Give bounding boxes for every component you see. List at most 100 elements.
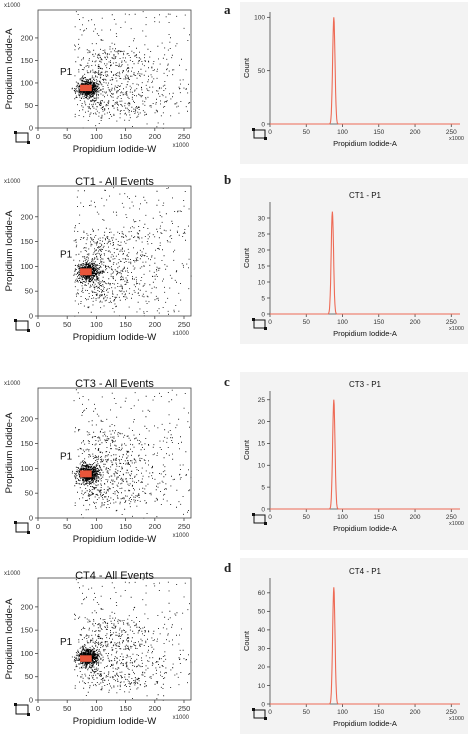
hist-y-tick-label: 30	[258, 215, 266, 222]
hist-y-tick-label: 0	[261, 121, 265, 128]
y-multiplier: x1000	[4, 179, 21, 185]
y-tick-label: 100	[20, 649, 33, 658]
hist-y-tick-label: 20	[258, 664, 266, 671]
y-tick-label: 0	[29, 124, 33, 133]
hist-y-tick-label: 25	[258, 397, 266, 404]
scatter-title: CT4 - All Events	[75, 570, 154, 582]
y-tick-label: 200	[20, 33, 33, 42]
scatter-title: CT1 - All Events	[75, 176, 154, 188]
hist-gate-tool-icon-handle	[264, 137, 267, 140]
y-tick-label: 50	[25, 489, 33, 498]
hist-y-tick-label: 0	[261, 506, 265, 513]
hist-x-tick-label: 150	[373, 319, 384, 326]
gate-tool-icon-handle	[14, 703, 17, 706]
hist-y-tick-label: 10	[258, 279, 266, 286]
y-tick-label: 100	[20, 464, 33, 473]
x-tick-label: 200	[149, 320, 162, 329]
y-tick-label: 200	[20, 414, 33, 423]
gate-tool-icon-handle	[27, 531, 30, 534]
scatter-points	[73, 187, 192, 317]
x-tick-label: 200	[149, 704, 162, 713]
hist-gate-tool-icon-handle	[252, 128, 255, 131]
hist-y-tick-label: 20	[258, 247, 266, 254]
hist-y-tick-label: 25	[258, 231, 266, 238]
x-axis-label: Propidium Iodide-W	[73, 332, 156, 343]
hist-x-tick-label: 150	[373, 514, 384, 521]
scatter-points	[71, 11, 192, 129]
y-tick-label: 50	[25, 287, 33, 296]
histogram-svg-a: 0 50 100 150 200 250 0 50 100 x1000 Propidium Iodi…	[242, 12, 464, 148]
hist-x-tick-label: 250	[446, 514, 457, 521]
scatter-svg-b: P1 0 50 100 150 200 250 0 50 100 150 200 x1000 x1000 P…	[4, 176, 192, 343]
hist-x-tick-label: 200	[410, 514, 421, 521]
histogram-svg-b: 0 50 100 150 200 250 0 5 10 15 20 25 30 x1000 Propidiu…	[242, 191, 464, 338]
x-tick-label: 200	[149, 522, 162, 531]
hist-x-tick-label: 100	[337, 129, 348, 136]
gate-tool-icon-handle	[14, 319, 17, 322]
hist-gate-tool-icon	[253, 129, 266, 139]
hist-y-axis-label: Count	[242, 439, 251, 460]
y-tick-label: 200	[20, 602, 33, 611]
hist-x-tick-label: 0	[268, 514, 272, 521]
hist-title: CT1 - P1	[349, 191, 382, 200]
hist-y-axis-label: Count	[242, 247, 251, 268]
hist-y-tick-label: 60	[258, 590, 266, 597]
hist-x-tick-label: 200	[410, 709, 421, 716]
hist-x-tick-label: 100	[337, 709, 348, 716]
y-tick-label: 150	[20, 626, 33, 635]
hist-gate-tool-icon-handle	[252, 318, 255, 321]
hist-x-tick-label: 150	[373, 709, 384, 716]
scatter-points	[71, 579, 192, 701]
x-tick-label: 150	[119, 704, 132, 713]
hist-x-tick-label: 100	[337, 514, 348, 521]
x-tick-label: 100	[90, 132, 103, 141]
hist-y-tick-label: 40	[258, 627, 266, 634]
hist-x-tick-label: 100	[337, 319, 348, 326]
histogram-line	[270, 587, 460, 705]
scatter-title: CT3 - All Events	[75, 378, 154, 390]
x-tick-label: 50	[63, 522, 71, 531]
gate-label: P1	[60, 637, 73, 648]
x-multiplier: x1000	[173, 715, 190, 721]
scatter-frame	[37, 577, 192, 701]
hist-y-tick-label: 5	[261, 484, 265, 491]
hist-x-tick-label: 200	[410, 319, 421, 326]
hist-x-tick-label: 50	[303, 514, 311, 521]
y-tick-label: 100	[20, 262, 33, 271]
hist-gate-tool-icon	[253, 514, 266, 524]
y-tick-label: 150	[20, 237, 33, 246]
hist-x-axis-label: Propidium Iodide-A	[333, 719, 397, 728]
x-axis-label: Propidium Iodide-W	[73, 716, 156, 727]
y-multiplier: x1000	[4, 381, 21, 387]
hist-x-tick-label: 150	[373, 129, 384, 136]
panel-letter-d: d	[224, 560, 232, 575]
gate-tool-icon-handle	[14, 131, 17, 134]
scatter-panel-c: P1 0 50 100 150 200 250 0 50 100 150 200 x1000 x1000 P…	[0, 374, 210, 550]
gate-label: P1	[60, 249, 73, 260]
hist-x-axis-label: Propidium Iodide-A	[333, 329, 397, 338]
gate-tool-icon	[15, 320, 29, 331]
x-tick-label: 250	[178, 132, 191, 141]
gate-tool-icon-handle	[14, 521, 17, 524]
y-tick-label: 0	[29, 514, 33, 523]
x-multiplier: x1000	[173, 331, 190, 337]
panel-letter-c: c	[224, 374, 230, 389]
hist-gate-tool-icon	[253, 709, 266, 719]
hist-y-tick-label: 15	[258, 441, 266, 448]
gate-label: P1	[60, 67, 73, 78]
hist-y-tick-label: 30	[258, 646, 266, 653]
gate-tool-icon-handle	[27, 141, 30, 144]
hist-x-axis-label: Propidium Iodide-A	[333, 524, 397, 533]
gate-p1	[80, 268, 92, 276]
gate-tool-icon-handle	[27, 329, 30, 332]
hist-title: CT4 - P1	[349, 567, 382, 576]
y-axis-label: Propidium Iodide-A	[4, 598, 15, 679]
scatter-panel-d: P1 0 50 100 150 200 250 0 50 100 150 200 x1000 x1000 P…	[0, 566, 210, 736]
x-multiplier: x1000	[173, 533, 190, 539]
y-multiplier: x1000	[4, 3, 21, 9]
y-tick-label: 200	[20, 212, 33, 221]
hist-x-axis-label: Propidium Iodide-A	[333, 139, 397, 148]
hist-y-tick-label: 5	[261, 295, 265, 302]
hist-x-tick-label: 250	[446, 709, 457, 716]
scatter-svg-c: P1 0 50 100 150 200 250 0 50 100 150 200 x1000 x1000 P…	[4, 378, 192, 545]
